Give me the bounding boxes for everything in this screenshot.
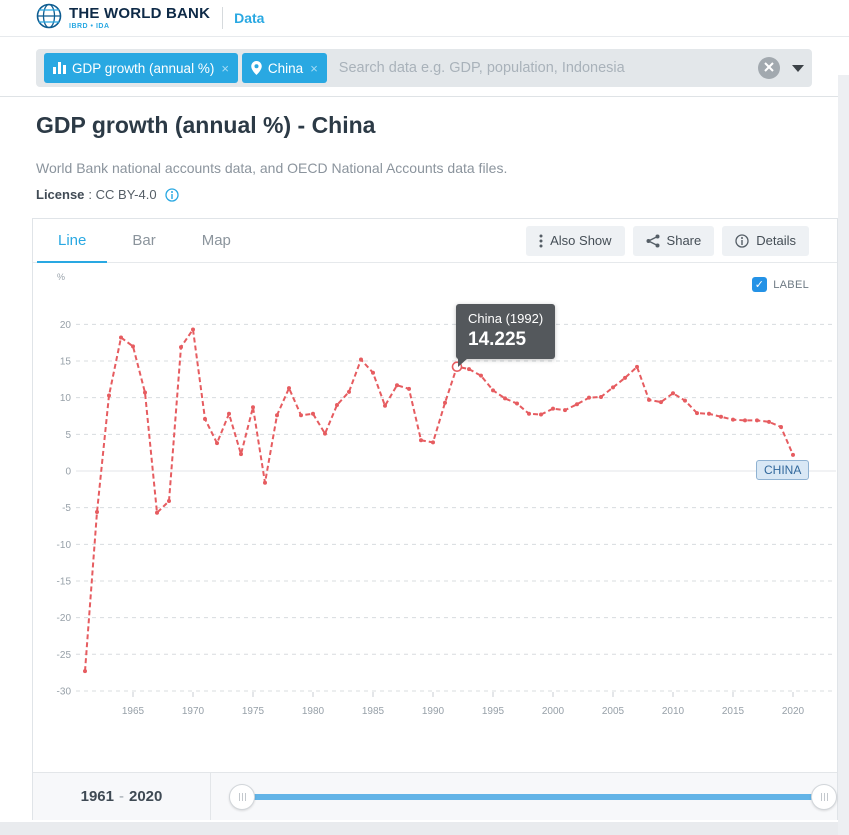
grip-icon (238, 793, 246, 801)
chart-toolbar: Also Show Share (526, 219, 809, 262)
page-title: GDP growth (annual %) - China (36, 112, 376, 138)
clear-search-button[interactable] (758, 57, 780, 79)
svg-text:-10: -10 (57, 540, 72, 551)
tooltip-title: China (1992) (468, 310, 544, 326)
license-info-icon[interactable] (164, 187, 179, 202)
share-button[interactable]: Share (632, 225, 715, 256)
globe-icon (36, 3, 62, 34)
year-range-slider (211, 773, 837, 820)
info-circle-icon (735, 233, 749, 248)
tab-line[interactable]: Line (37, 219, 108, 263)
chart-tooltip: China (1992) 14.225 (456, 303, 556, 367)
svg-text:2000: 2000 (542, 706, 565, 717)
svg-text:15: 15 (60, 357, 72, 368)
svg-text:1965: 1965 (122, 706, 145, 717)
svg-text:1980: 1980 (302, 706, 325, 717)
search-input[interactable]: GDP growth (annual %) × China × Search d… (36, 49, 812, 87)
slider-handle-start[interactable] (229, 784, 255, 810)
svg-text:10: 10 (60, 393, 72, 404)
svg-text:5: 5 (65, 430, 71, 441)
svg-text:2020: 2020 (782, 706, 805, 717)
label-checkbox-checked[interactable] (752, 277, 768, 292)
slider-track[interactable] (242, 794, 824, 800)
chart-panel: Line Bar Map Also Show (32, 218, 838, 820)
remove-indicator-icon[interactable]: × (221, 60, 229, 76)
svg-text:20: 20 (60, 320, 72, 331)
filter-chip-label: GDP growth (annual %) (72, 60, 215, 76)
svg-text:1995: 1995 (482, 706, 505, 717)
tab-map[interactable]: Map (201, 232, 231, 249)
label-toggle-text: LABEL (773, 278, 809, 291)
header-divider (222, 7, 224, 29)
license-label: License (36, 187, 85, 202)
year-range-section: 1961 - 2020 (33, 772, 837, 820)
range-start-year: 1961 (80, 788, 114, 805)
y-axis-unit: % (57, 272, 66, 282)
svg-text:-30: -30 (57, 686, 72, 697)
share-label: Share (666, 233, 702, 248)
series-label-china: CHINA (756, 460, 810, 480)
close-icon (764, 59, 774, 77)
grip-icon (820, 793, 828, 801)
filter-chip-label: China (267, 60, 304, 76)
svg-text:0: 0 (65, 467, 71, 478)
brand-name: THE WORLD BANK (69, 5, 211, 22)
search-section: GDP growth (annual %) × China × Search d… (0, 38, 838, 97)
svg-text:2015: 2015 (722, 706, 745, 717)
brand-text: THE WORLD BANK IBRD • IDA (69, 6, 210, 30)
year-range-label: 1961 - 2020 (33, 773, 211, 820)
page-scrollbar[interactable] (838, 75, 849, 835)
world-bank-logo[interactable]: THE WORLD BANK IBRD • IDA (36, 3, 210, 34)
tab-bar[interactable]: Bar (132, 232, 156, 249)
brand-subtitle: IBRD • IDA (69, 23, 110, 30)
chevron-down-icon[interactable] (792, 64, 804, 72)
bar-chart-icon (53, 62, 66, 74)
slider-handle-end[interactable] (811, 784, 837, 810)
svg-text:2010: 2010 (662, 706, 685, 717)
title-block: GDP growth (annual %) - China World Bank… (36, 112, 806, 202)
nav-link-data[interactable]: Data (234, 10, 265, 26)
svg-text:1970: 1970 (182, 706, 205, 717)
license-value: : CC BY-4.0 (88, 187, 157, 202)
tooltip-value: 14.225 (468, 328, 527, 350)
chart-area: % LABEL 20151050-5-10-15-20-25-301965197… (33, 263, 837, 772)
label-toggle[interactable]: LABEL (752, 277, 809, 292)
also-show-button[interactable]: Also Show (526, 225, 625, 256)
details-button[interactable]: Details (722, 225, 809, 256)
range-end-year: 2020 (129, 788, 163, 805)
ellipsis-vertical-icon (539, 234, 543, 248)
share-icon (646, 234, 660, 248)
range-separator: - (119, 788, 124, 805)
page-subtitle: World Bank national accounts data, and O… (36, 160, 508, 176)
location-pin-icon (251, 61, 262, 75)
license-line: License : CC BY-4.0 (36, 187, 806, 202)
svg-text:2005: 2005 (602, 706, 625, 717)
filter-chip-country[interactable]: China × (241, 53, 327, 83)
svg-text:-15: -15 (57, 576, 72, 587)
svg-text:1985: 1985 (362, 706, 385, 717)
svg-text:1990: 1990 (422, 706, 445, 717)
app-header: THE WORLD BANK IBRD • IDA Data (0, 0, 849, 37)
svg-text:-20: -20 (57, 613, 72, 624)
also-show-label: Also Show (550, 233, 612, 248)
svg-text:-5: -5 (62, 503, 71, 514)
remove-country-icon[interactable]: × (310, 60, 318, 76)
details-label: Details (756, 233, 796, 248)
tabs-spacer (252, 219, 526, 262)
filter-chip-indicator[interactable]: GDP growth (annual %) × (44, 53, 238, 83)
svg-text:-25: -25 (57, 650, 72, 661)
search-placeholder: Search data e.g. GDP, population, Indone… (338, 60, 625, 76)
svg-text:1975: 1975 (242, 706, 265, 717)
page-background (0, 822, 838, 835)
view-tabs: Line Bar Map Also Show (33, 219, 837, 263)
